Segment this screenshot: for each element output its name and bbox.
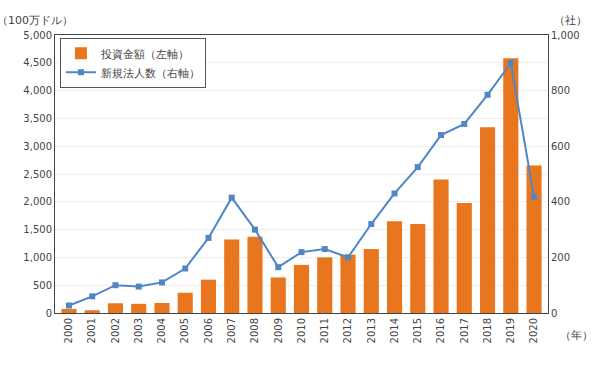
svg-text:200: 200 (551, 252, 570, 263)
svg-text:2012: 2012 (342, 318, 353, 343)
svg-text:0: 0 (46, 308, 52, 319)
svg-text:2,500: 2,500 (23, 169, 52, 180)
svg-text:2017: 2017 (459, 318, 470, 343)
svg-text:（社）: （社） (554, 14, 587, 27)
svg-text:2,000: 2,000 (23, 196, 52, 207)
svg-text:2009: 2009 (273, 318, 284, 343)
svg-text:2018: 2018 (482, 318, 493, 343)
svg-text:2002: 2002 (110, 318, 121, 343)
svg-text:（年）: （年） (560, 329, 593, 342)
svg-text:4,000: 4,000 (23, 85, 52, 96)
svg-text:1,000: 1,000 (551, 30, 580, 41)
svg-text:2000: 2000 (63, 318, 74, 343)
svg-text:2011: 2011 (319, 318, 330, 343)
svg-text:2003: 2003 (133, 318, 144, 343)
svg-text:2001: 2001 (86, 318, 97, 343)
svg-text:2019: 2019 (505, 318, 516, 343)
svg-text:2020: 2020 (528, 318, 539, 343)
svg-text:2010: 2010 (296, 318, 307, 343)
svg-text:2013: 2013 (366, 318, 377, 343)
svg-text:5,000: 5,000 (23, 30, 52, 41)
svg-text:2004: 2004 (156, 318, 167, 343)
svg-text:4,500: 4,500 (23, 57, 52, 68)
svg-text:2015: 2015 (412, 318, 423, 343)
svg-text:2005: 2005 (179, 318, 190, 343)
svg-text:500: 500 (33, 280, 52, 291)
svg-text:1,000: 1,000 (23, 252, 52, 263)
svg-text:3,500: 3,500 (23, 113, 52, 124)
svg-text:新規法人数（右軸）: 新規法人数（右軸） (101, 67, 200, 80)
svg-text:2008: 2008 (249, 318, 260, 343)
svg-text:800: 800 (551, 85, 570, 96)
svg-text:3,000: 3,000 (23, 141, 52, 152)
svg-text:0: 0 (551, 308, 557, 319)
svg-text:400: 400 (551, 196, 570, 207)
svg-text:2016: 2016 (435, 318, 446, 343)
svg-text:600: 600 (551, 141, 570, 152)
svg-text:投資金額（左軸）: 投資金額（左軸） (100, 48, 189, 61)
svg-text:（100万ドル）: （100万ドル） (0, 14, 73, 27)
svg-text:2006: 2006 (203, 318, 214, 343)
svg-text:1,500: 1,500 (23, 224, 52, 235)
svg-text:2014: 2014 (389, 318, 400, 343)
svg-text:2007: 2007 (226, 318, 237, 343)
